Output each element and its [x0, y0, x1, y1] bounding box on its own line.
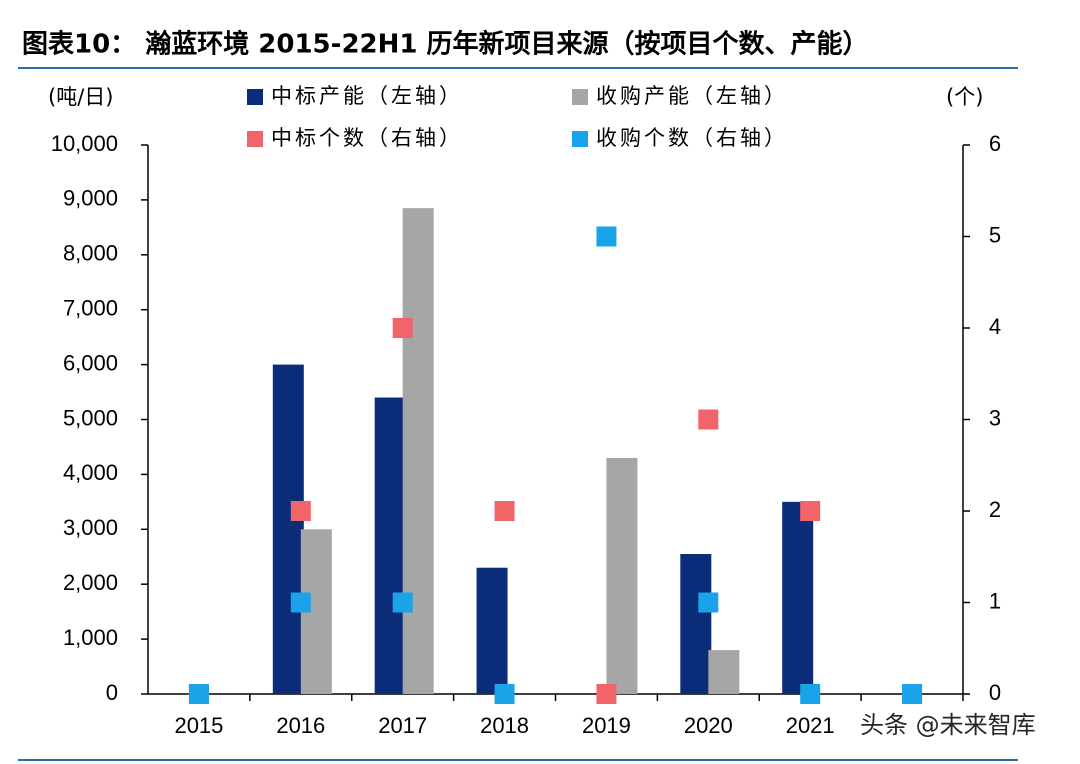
x-tick-label: 2016 [276, 713, 325, 738]
y-tick-label: 8,000 [63, 241, 118, 266]
bar [782, 501, 814, 694]
marker [800, 684, 821, 704]
x-tick-label: 2021 [786, 713, 835, 738]
bar [272, 364, 304, 694]
legend-swatch [247, 89, 263, 105]
bar [680, 554, 712, 694]
y2-tick-label: 2 [989, 497, 1001, 522]
marker [188, 684, 209, 704]
chart-title: 图表10： 瀚蓝环境 2015-22H1 历年新项目来源（按项目个数、产能） [22, 29, 869, 60]
marker [800, 501, 821, 521]
bar [606, 457, 638, 694]
y2-tick-label: 0 [989, 680, 1001, 705]
y2-tick-label: 4 [989, 314, 1001, 339]
y-tick-label: 7,000 [63, 296, 118, 321]
marker [290, 592, 311, 613]
legend-label: 收购个数（右轴） [596, 126, 788, 150]
marker [902, 684, 923, 704]
legend-swatch [572, 89, 588, 105]
legend-label: 中标产能（左轴） [271, 84, 463, 108]
y-tick-label: 2,000 [63, 570, 118, 595]
marker [596, 684, 617, 704]
legend-swatch [572, 131, 588, 147]
marker [290, 501, 311, 521]
bar [374, 397, 406, 694]
marker [698, 592, 719, 613]
marker [698, 409, 719, 430]
legend-label: 收购产能（左轴） [596, 84, 788, 108]
y-tick-label: 6,000 [63, 350, 118, 375]
marker [392, 318, 413, 338]
bar [708, 650, 740, 694]
x-tick-label: 2020 [684, 713, 733, 738]
y2-tick-label: 1 [989, 588, 1001, 613]
y-tick-label: 1,000 [63, 625, 118, 650]
x-tick-label: 2019 [582, 713, 631, 738]
y-tick-label: 3,000 [63, 515, 118, 540]
y2-tick-label: 6 [989, 131, 1001, 156]
y-axis-unit: (吨/日) [48, 85, 113, 109]
marker [494, 501, 515, 521]
y-tick-label: 9,000 [63, 186, 118, 211]
x-tick-label: 2015 [174, 713, 223, 738]
legend-label: 中标个数（右轴） [271, 126, 463, 150]
y-tick-label: 5,000 [63, 405, 118, 430]
bar [476, 567, 508, 694]
y2-tick-label: 5 [989, 222, 1001, 247]
bar [402, 208, 434, 694]
y2-tick-label: 3 [989, 405, 1001, 430]
y-tick-label: 0 [106, 680, 118, 705]
marker [494, 684, 515, 704]
marker [596, 226, 617, 247]
watermark: 头条 @未来智库 [860, 711, 1036, 739]
marker [392, 592, 413, 613]
y-tick-label: 10,000 [51, 131, 118, 156]
x-tick-label: 2018 [480, 713, 529, 738]
y2-axis-unit: (个) [946, 85, 983, 109]
y-tick-label: 4,000 [63, 460, 118, 485]
legend-swatch [247, 131, 263, 147]
x-tick-label: 2017 [378, 713, 427, 738]
